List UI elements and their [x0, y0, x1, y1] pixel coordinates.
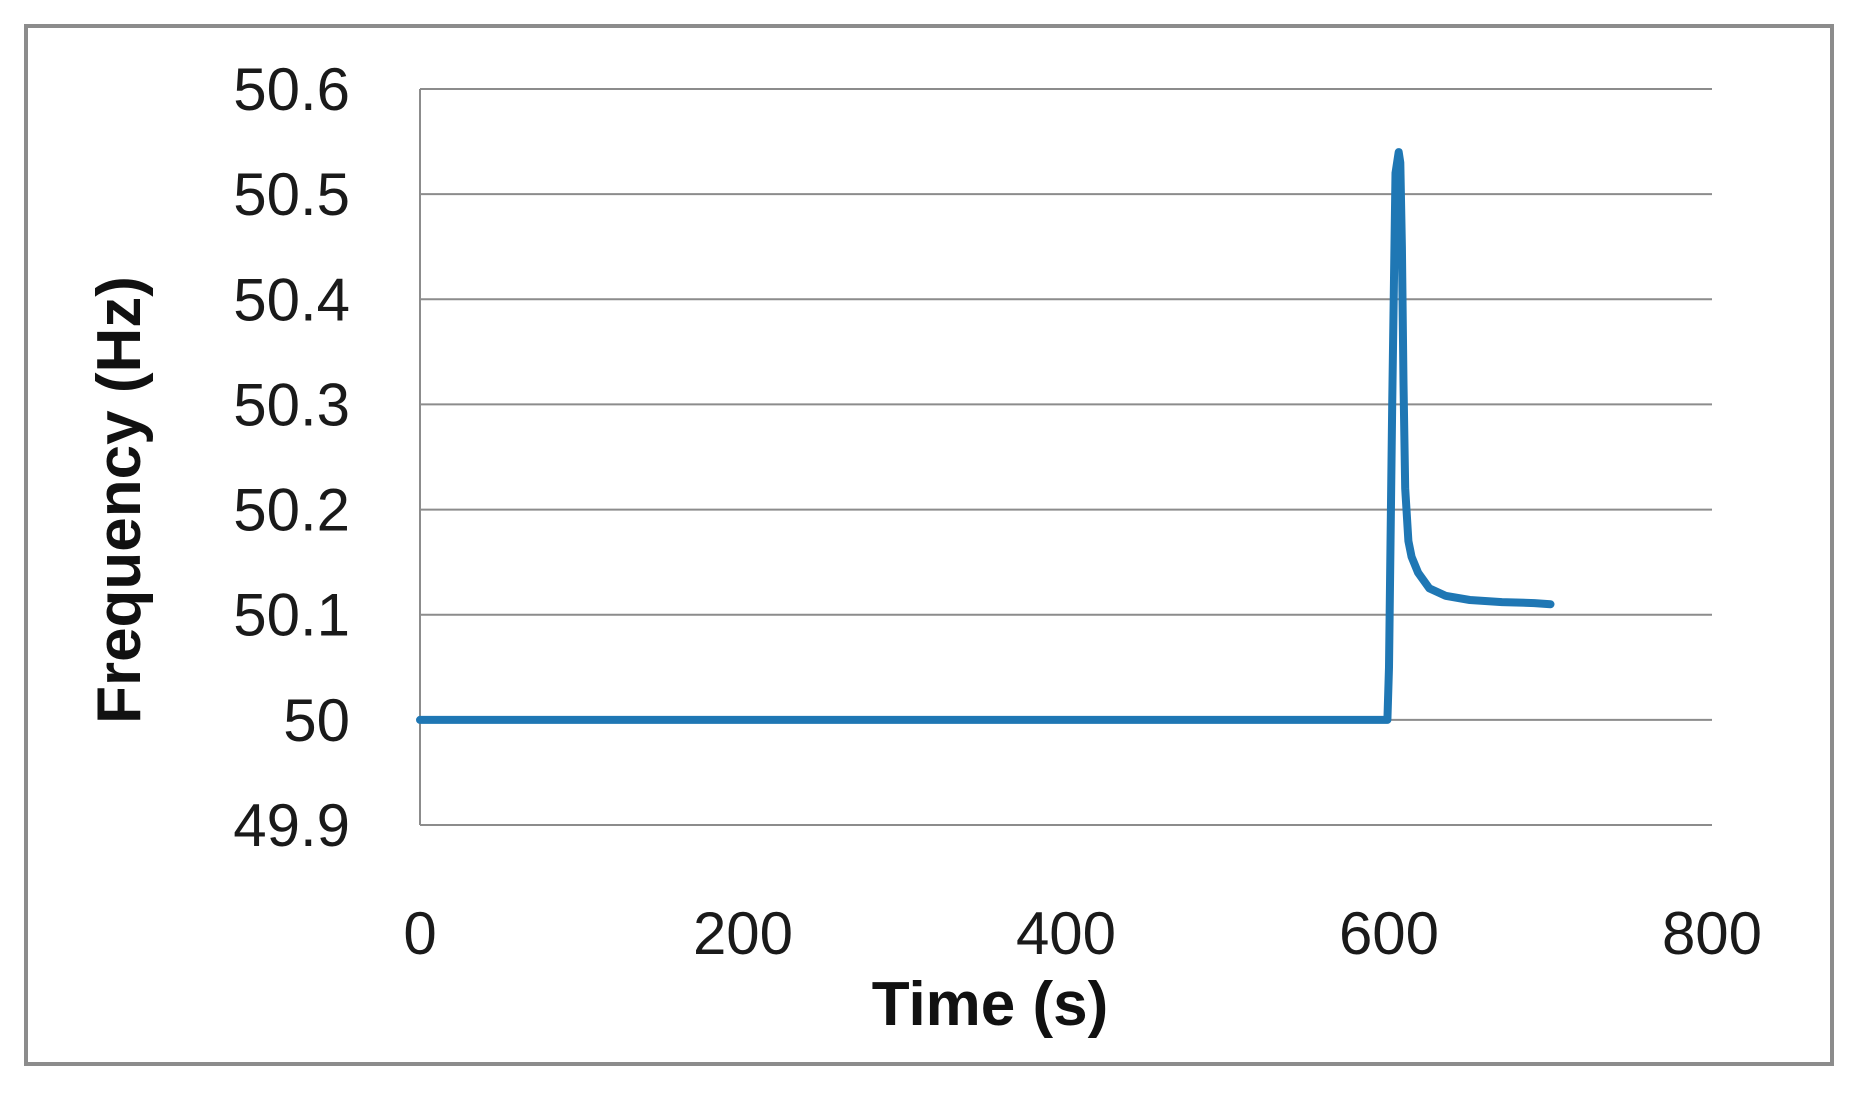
series-line-0 — [416, 148, 1555, 724]
y-tick-label: 50.1 — [233, 582, 350, 649]
y-tick-label: 50.6 — [233, 56, 350, 123]
series-layer — [416, 148, 1555, 724]
gridlines — [419, 88, 1712, 826]
y-tick-label: 50 — [283, 687, 350, 754]
x-tick-label: 0 — [403, 900, 436, 967]
y-tick-label: 50.5 — [233, 161, 350, 228]
y-tick-label: 50.3 — [233, 371, 350, 438]
y-tick-labels: 50.6 50.5 50.4 50.3 50.2 50.1 50 49.9 — [233, 56, 350, 859]
x-tick-label: 200 — [693, 900, 793, 967]
y-tick-label: 50.2 — [233, 477, 350, 544]
y-axis-title: Frequency (Hz) — [85, 276, 154, 724]
x-axis-title: Time (s) — [872, 970, 1109, 1039]
y-tick-label: 49.9 — [233, 792, 350, 859]
chart-frame — [24, 24, 1834, 1066]
x-tick-label: 600 — [1339, 900, 1439, 967]
x-tick-label: 800 — [1662, 900, 1762, 967]
x-tick-labels: 0 200 400 600 800 — [403, 900, 1762, 967]
x-tick-label: 400 — [1016, 900, 1116, 967]
y-tick-label: 50.4 — [233, 266, 350, 333]
